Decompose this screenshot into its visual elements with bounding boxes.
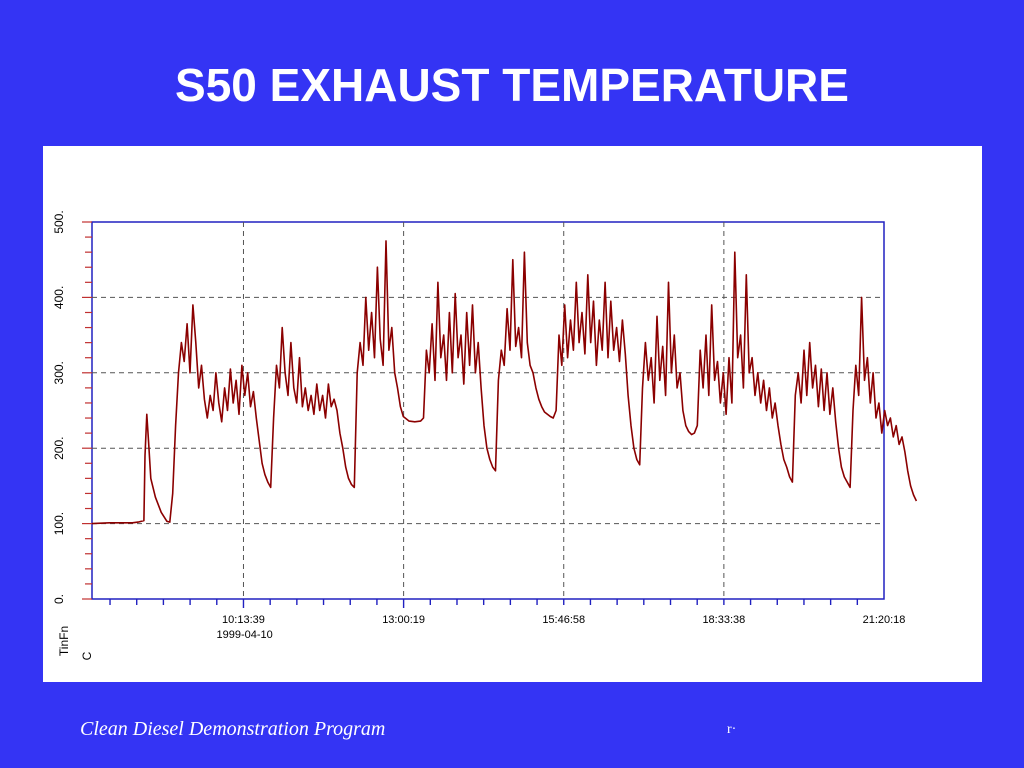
x-date-label: 1999-04-10	[216, 629, 272, 641]
exhaust-temperature-chart: 0. 100. 200. 300. 400. 500. 10:13:39 13:00:19 15…	[52, 210, 918, 660]
footer-page-mark: r·	[727, 722, 737, 737]
slide-title: S50 EXHAUST TEMPERATURE	[175, 59, 849, 111]
x-tick-label: 10:13:39	[222, 614, 265, 626]
x-tick-label: 18:33:38	[702, 614, 745, 626]
y-tick-label: 500.	[52, 210, 66, 233]
temperature-series-line	[91, 240, 918, 525]
footer-program-name: Clean Diesel Demonstration Program	[80, 718, 386, 740]
x-tick-label: 13:00:19	[382, 614, 425, 626]
y-tick-label: 0.	[52, 594, 66, 604]
y-tick-label: 300.	[52, 361, 66, 384]
y-tick-label: 100.	[52, 512, 66, 535]
y-axis-label: TinFn	[57, 626, 71, 656]
y-axis-unit: C	[80, 651, 94, 660]
plot-frame	[91, 221, 885, 600]
x-tick-label: 21:20:18	[863, 614, 906, 626]
chart-panel: 0. 100. 200. 300. 400. 500. 10:13:39 13:00:19 15…	[43, 146, 982, 682]
y-tick-label: 400.	[52, 286, 66, 309]
y-tick-label: 200.	[52, 437, 66, 460]
x-tick-label: 15:46:58	[542, 614, 585, 626]
